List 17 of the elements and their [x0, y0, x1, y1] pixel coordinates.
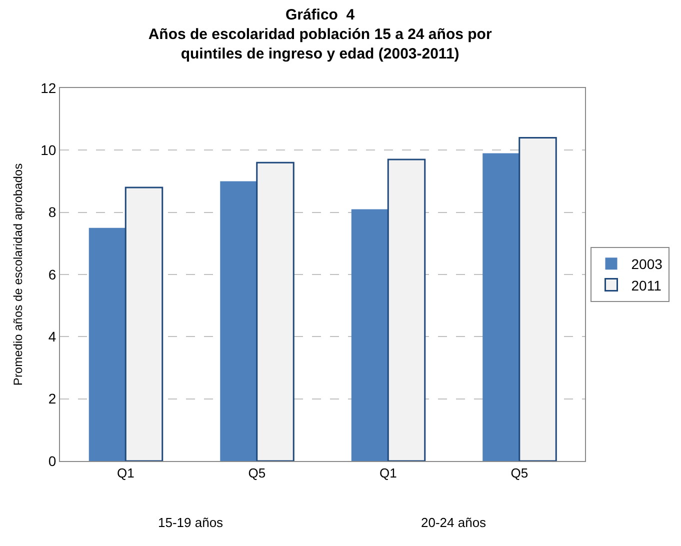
- y-tick-label: 2: [48, 390, 56, 407]
- legend-label: 2011: [631, 277, 662, 294]
- x-tick-label: Q1: [379, 466, 397, 481]
- y-tick-label: 12: [40, 80, 56, 96]
- x-tick-label: Q5: [248, 466, 266, 481]
- y-tick-label: 0: [48, 452, 56, 469]
- y-tick-label: 4: [48, 328, 56, 345]
- y-tick-label: 8: [48, 204, 56, 220]
- y-axis-title: Promedio años de escolaridad aprobados: [10, 163, 25, 386]
- x-tick-label: Q5: [510, 466, 528, 481]
- text: 15-19 años: [158, 515, 224, 530]
- legend-label: 2003: [631, 256, 663, 272]
- chart-title: Gráfico 4 Años de escolaridad población 15 a 24 años por quintiles de ingreso y edad (2003-2011): [148, 6, 492, 62]
- y-tick-label: 6: [48, 266, 56, 282]
- x-tick-label: Q1: [116, 466, 134, 481]
- text: 20-24 años: [421, 515, 487, 530]
- y-tick-label: 10: [40, 142, 56, 158]
